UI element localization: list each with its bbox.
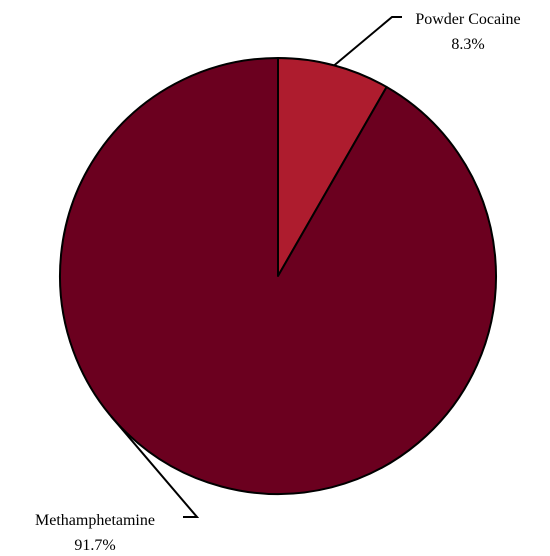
pie-slices (58, 57, 497, 495)
leader-line-powder-cocaine (333, 16, 402, 67)
leader-line-methamphetamine (110, 415, 200, 518)
pie-slice-methamphetamine (58, 57, 497, 495)
leader-lines (110, 16, 402, 518)
slice-value-powder-cocaine: 8.3% (451, 36, 484, 53)
slice-label-powder-cocaine: Powder Cocaine (415, 11, 520, 28)
slice-label-methamphetamine: Methamphetamine (35, 512, 155, 529)
slice-value-methamphetamine: 91.7% (74, 537, 115, 554)
